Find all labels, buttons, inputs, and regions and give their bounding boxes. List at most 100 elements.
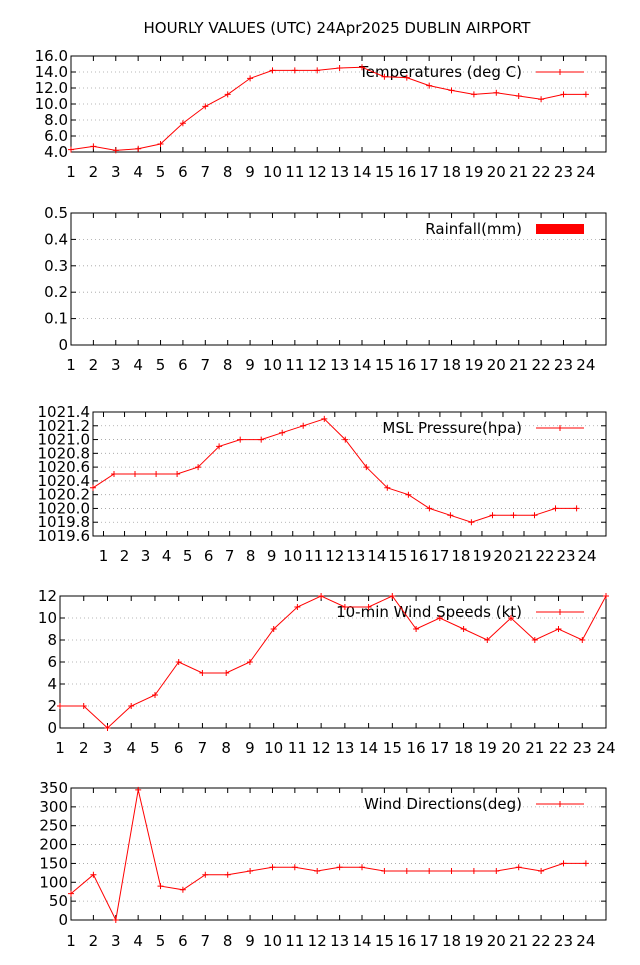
y-tick-label: 0.4 xyxy=(44,230,68,248)
data-point xyxy=(269,864,276,871)
legend-label: Rainfall(mm) xyxy=(425,220,522,238)
data-point xyxy=(202,103,209,110)
x-tick-label: 7 xyxy=(225,547,235,565)
x-tick-label: 2 xyxy=(89,163,99,181)
data-point xyxy=(247,868,254,874)
y-tick-label: 150 xyxy=(39,854,68,872)
x-tick-label: 5 xyxy=(156,932,166,950)
data-point xyxy=(363,464,370,471)
data-point xyxy=(157,141,164,147)
data-point xyxy=(291,67,298,74)
data-point xyxy=(484,637,491,643)
data-point xyxy=(104,725,111,731)
x-tick-label: 9 xyxy=(245,356,255,374)
y-tick-label: 0 xyxy=(47,719,57,737)
data-point xyxy=(270,626,277,632)
data-point xyxy=(448,868,455,874)
x-tick-label: 6 xyxy=(178,356,188,374)
y-tick-label: 1020.0 xyxy=(38,499,91,517)
data-point xyxy=(314,868,321,874)
x-tick-label: 23 xyxy=(554,932,573,950)
data-point xyxy=(247,75,254,82)
data-point xyxy=(359,864,365,871)
x-tick-label: 2 xyxy=(120,547,130,565)
x-tick-label: 19 xyxy=(464,163,483,181)
data-point xyxy=(80,703,87,709)
x-tick-label: 12 xyxy=(312,739,331,757)
data-point xyxy=(555,626,562,632)
data-point xyxy=(111,471,117,477)
data-point xyxy=(470,868,477,874)
x-tick-label: 16 xyxy=(397,163,416,181)
data-point xyxy=(403,868,410,874)
x-tick-label: 11 xyxy=(285,163,304,181)
data-point xyxy=(426,868,433,874)
x-tick-label: 23 xyxy=(554,163,573,181)
x-tick-label: 22 xyxy=(549,739,568,757)
y-tick-label: 1020.4 xyxy=(38,472,91,490)
data-point xyxy=(531,512,538,519)
x-tick-label: 22 xyxy=(535,547,554,565)
x-tick-label: 15 xyxy=(375,356,394,374)
data-point xyxy=(135,786,142,793)
data-point xyxy=(318,593,325,599)
x-tick-label: 17 xyxy=(420,932,439,950)
x-tick-label: 20 xyxy=(493,547,512,565)
x-tick-label: 14 xyxy=(352,932,371,950)
y-tick-label: 300 xyxy=(39,798,68,816)
x-tick-label: 5 xyxy=(183,547,193,565)
y-tick-label: 0 xyxy=(58,336,68,354)
data-point xyxy=(359,64,365,71)
data-point xyxy=(175,659,182,665)
x-tick-label: 20 xyxy=(487,356,506,374)
plot-frame xyxy=(59,595,607,729)
data-point xyxy=(68,890,74,897)
series-line xyxy=(70,789,586,922)
data-point xyxy=(381,73,388,80)
data-point xyxy=(90,871,97,878)
data-point xyxy=(314,67,321,74)
data-point xyxy=(336,864,343,871)
x-tick-label: 2 xyxy=(89,932,99,950)
x-tick-label: 4 xyxy=(133,932,143,950)
legend-marker xyxy=(557,69,563,75)
x-tick-label: 6 xyxy=(174,739,184,757)
x-tick-label: 17 xyxy=(420,356,439,374)
y-tick-label: 1021.4 xyxy=(38,403,91,421)
legend-label: 10-min Wind Speeds (kt) xyxy=(336,603,522,621)
data-point xyxy=(538,96,545,103)
x-tick-label: 2 xyxy=(89,356,99,374)
data-point xyxy=(413,626,420,632)
x-tick-label: 10 xyxy=(263,932,282,950)
series-line xyxy=(60,595,607,729)
data-point xyxy=(468,519,475,526)
data-point xyxy=(216,443,223,450)
data-point xyxy=(365,604,372,610)
data-point xyxy=(321,415,328,422)
y-tick-label: 10 xyxy=(38,609,57,627)
y-tick-label: 1019.8 xyxy=(38,513,91,531)
x-tick-label: 13 xyxy=(335,739,354,757)
y-tick-label: 250 xyxy=(39,817,68,835)
x-tick-label: 14 xyxy=(352,356,371,374)
data-point xyxy=(153,471,160,477)
x-tick-label: 1 xyxy=(66,356,76,374)
x-tick-label: 6 xyxy=(178,163,188,181)
x-tick-label: 13 xyxy=(346,547,365,565)
x-tick-label: 8 xyxy=(223,163,233,181)
x-tick-label: 4 xyxy=(126,739,136,757)
x-tick-label: 6 xyxy=(178,932,188,950)
data-point xyxy=(573,505,580,512)
x-tick-label: 16 xyxy=(409,547,428,565)
data-point xyxy=(515,93,522,99)
data-point xyxy=(384,484,391,491)
x-tick-label: 21 xyxy=(509,932,528,950)
data-point xyxy=(560,91,567,98)
data-point xyxy=(552,505,559,512)
plot-frame xyxy=(70,787,607,921)
x-tick-label: 19 xyxy=(472,547,491,565)
x-tick-label: 2 xyxy=(79,739,89,757)
x-tick-label: 9 xyxy=(245,163,255,181)
x-tick-label: 21 xyxy=(509,163,528,181)
